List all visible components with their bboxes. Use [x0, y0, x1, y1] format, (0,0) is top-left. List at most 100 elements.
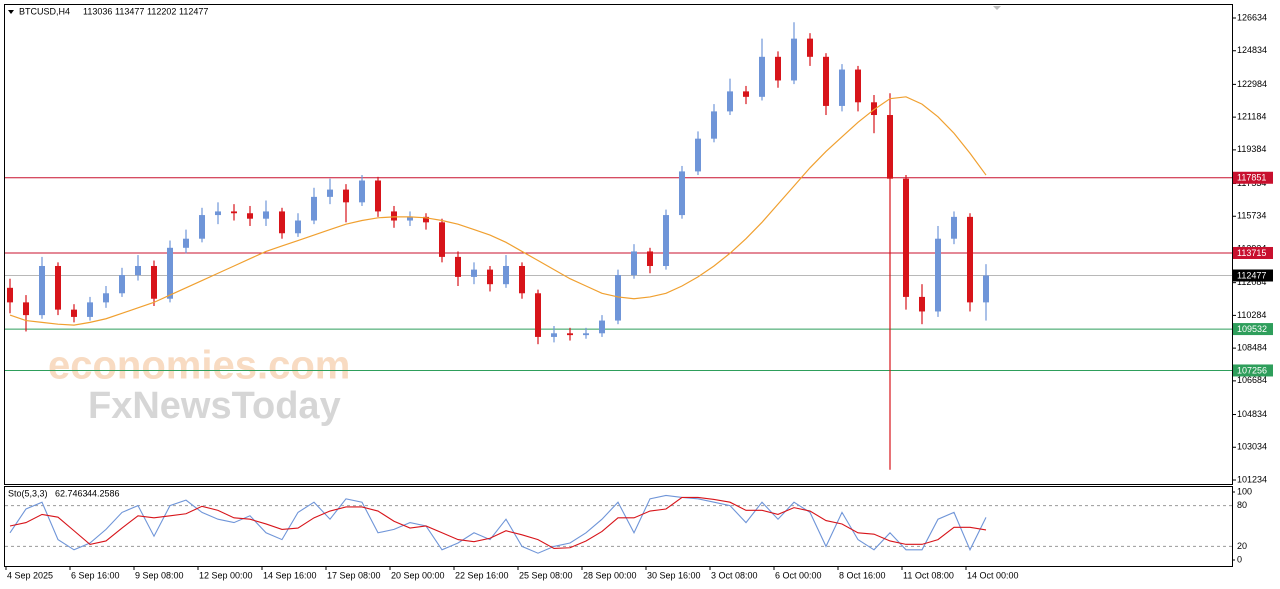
- header-open: 113036: [83, 6, 112, 16]
- y-tick-label: 115734: [1237, 211, 1266, 221]
- candle-body: [215, 211, 221, 216]
- candle-body: [807, 38, 813, 57]
- candle-body: [375, 180, 381, 212]
- x-tick-label: 3 Oct 08:00: [711, 570, 758, 580]
- candle-body: [519, 265, 525, 294]
- level-label: 109532: [1237, 324, 1267, 334]
- level-label: 117851: [1237, 173, 1266, 183]
- indicator-signal: 44.2586: [87, 488, 120, 498]
- x-tick-label: 14 Sep 16:00: [263, 570, 317, 580]
- y-tick-label: 112084: [1237, 277, 1266, 287]
- indicator-main: 62.7463: [55, 488, 88, 498]
- candle-body: [263, 211, 269, 219]
- candle-body: [295, 220, 301, 234]
- candle-body: [343, 189, 349, 203]
- main-pane: [4, 4, 1233, 485]
- menu-arrow[interactable]: [8, 10, 14, 14]
- y-tick-label: 103034: [1237, 442, 1267, 452]
- shift-marker: [993, 6, 1001, 10]
- candle-body: [487, 269, 493, 285]
- candle-body: [743, 91, 749, 97]
- y-tick-label: 119384: [1237, 144, 1266, 154]
- candle-body: [567, 333, 573, 336]
- candle-body: [583, 333, 589, 336]
- candle-body: [407, 216, 413, 221]
- candle-body: [935, 238, 941, 312]
- header-high: 113477: [115, 6, 144, 16]
- candle-body: [919, 296, 925, 312]
- watermark: economies.com FxNewsToday: [48, 344, 350, 427]
- candle-body: [87, 302, 93, 317]
- candle-body: [855, 69, 861, 103]
- candle-body: [103, 293, 109, 303]
- candle-body: [839, 69, 845, 106]
- stoch-tick-label: 20: [1237, 541, 1247, 551]
- y-tick-label: 106684: [1237, 375, 1267, 385]
- x-tick-label: 17 Sep 08:00: [327, 570, 381, 580]
- candle-body: [775, 56, 781, 81]
- candle-body: [199, 215, 205, 239]
- candle-body: [503, 265, 509, 285]
- x-tick-label: 6 Sep 16:00: [71, 570, 120, 580]
- x-tick-label: 9 Sep 08:00: [135, 570, 184, 580]
- symbol: BTCUSD,H4: [19, 6, 70, 16]
- x-tick-label: 14 Oct 00:00: [967, 570, 1019, 580]
- candle-body: [631, 251, 637, 276]
- y-tick-label: 110284: [1237, 310, 1266, 320]
- candle-body: [663, 215, 669, 266]
- candle-body: [23, 302, 29, 316]
- candle-body: [535, 293, 541, 337]
- candle-body: [231, 211, 237, 214]
- y-tick-label: 104834: [1237, 409, 1267, 419]
- candle-body: [727, 91, 733, 112]
- candle-body: [983, 275, 989, 303]
- candle-body: [119, 275, 125, 294]
- candle-body: [327, 189, 333, 197]
- candle-body: [455, 256, 461, 277]
- candle-body: [695, 138, 701, 172]
- candle-body: [903, 178, 909, 297]
- y-tick-label: 101234: [1237, 474, 1267, 484]
- candle-body: [951, 216, 957, 239]
- y-tick-label: 121184: [1237, 112, 1266, 122]
- stochastic-pane: [4, 486, 1233, 567]
- candle-body: [167, 247, 173, 299]
- x-tick-label: 22 Sep 16:00: [455, 570, 509, 580]
- candle-body: [871, 102, 877, 116]
- x-tick-label: 12 Sep 00:00: [199, 570, 253, 580]
- candle-body: [615, 275, 621, 321]
- stoch-line: [9, 496, 987, 549]
- candle-body: [423, 216, 429, 223]
- level-label-box: [1233, 364, 1273, 377]
- y-tick-label: 126634: [1237, 12, 1267, 22]
- level-label-box: [1233, 246, 1273, 259]
- candle-body: [759, 56, 765, 97]
- candle-body: [679, 171, 685, 216]
- candle-body: [439, 222, 445, 257]
- level-label: 107256: [1237, 365, 1267, 375]
- y-tick-label: 122984: [1237, 79, 1267, 89]
- level-label-box: [1233, 171, 1273, 184]
- watermark-text: FxNewsToday: [88, 385, 341, 427]
- candle-body: [135, 265, 141, 276]
- candle-body: [359, 180, 365, 203]
- candle-body: [279, 211, 285, 234]
- level-label-box: [1233, 323, 1273, 336]
- level-label: 113715: [1237, 248, 1266, 258]
- candle-body: [711, 111, 717, 139]
- stoch-tick-label: 80: [1237, 500, 1247, 510]
- candle-body: [311, 196, 317, 221]
- header-low: 112202: [147, 6, 176, 16]
- x-tick-label: 25 Sep 08:00: [519, 570, 573, 580]
- candle-body: [791, 38, 797, 81]
- candle-body: [647, 251, 653, 266]
- stoch-tick-label: 100: [1237, 486, 1252, 496]
- x-tick-label: 11 Oct 08:00: [903, 570, 954, 580]
- price-label: 112477: [1237, 270, 1266, 280]
- moving-average: [9, 96, 987, 326]
- y-tick-label: 108484: [1237, 343, 1267, 353]
- candle-body: [967, 216, 973, 303]
- candle-body: [55, 265, 61, 310]
- header-close: 112477: [179, 6, 208, 16]
